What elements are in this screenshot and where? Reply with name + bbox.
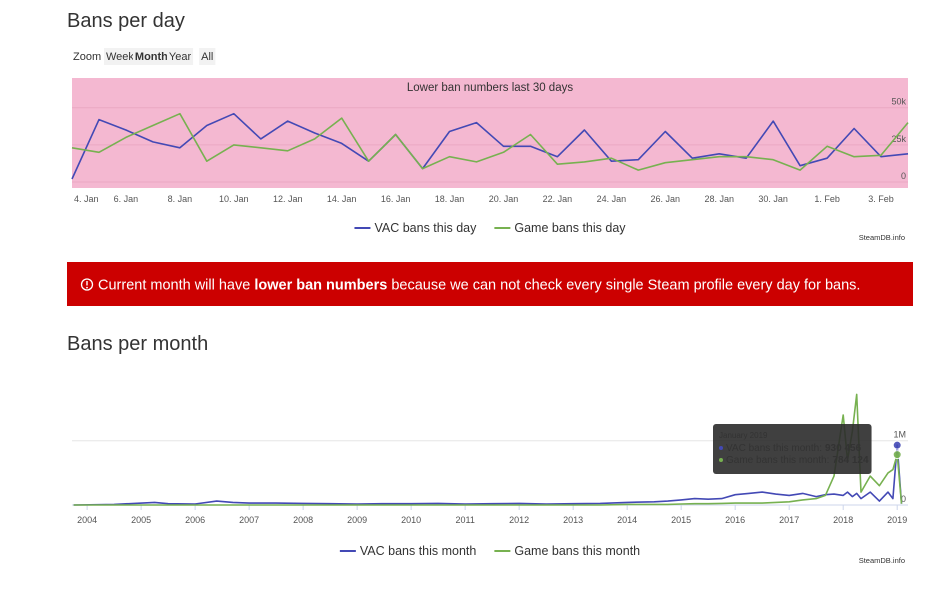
y-tick-label: 1M (893, 430, 906, 440)
notice-icon (80, 278, 94, 291)
x-tick-label: 6. Jan (114, 194, 139, 204)
data-line (71, 112, 909, 171)
x-tick-label: 16. Jan (381, 194, 411, 204)
hover-point (892, 450, 902, 460)
zoom-button-bg (132, 48, 170, 65)
y-tick-label: 25k (891, 134, 906, 144)
tooltip-value: 784 124 (832, 455, 869, 466)
x-tick-label: 2008 (293, 515, 313, 525)
x-tick-label: 24. Jan (597, 194, 627, 204)
section-title: Bans per day (67, 10, 185, 32)
x-tick-label: 30. Jan (758, 194, 788, 204)
x-tick-label: 2006 (185, 515, 205, 525)
zoom-button-bg (104, 48, 136, 65)
x-tick-label: 2013 (563, 515, 583, 525)
tooltip-title: January 2019 (719, 431, 768, 440)
x-tick-label: 2005 (131, 515, 151, 525)
legend-label[interactable]: VAC bans this month (360, 544, 477, 558)
x-tick-label: 3. Feb (868, 194, 894, 204)
x-tick-label: 22. Jan (543, 194, 573, 204)
tooltip: January 2019 VAC bans this month: 930 456G… (713, 424, 872, 474)
y-tick-label: 0 (901, 494, 906, 504)
y-tick-label: 0 (901, 171, 906, 181)
x-tick-label: 2009 (347, 515, 367, 525)
y-tick-label: 50k (891, 97, 906, 107)
tooltip-marker (719, 446, 723, 450)
zoom-button[interactable]: All (201, 51, 213, 63)
legend: VAC bans this day Game bans this day (354, 221, 626, 235)
x-tick-label: 2007 (239, 515, 259, 525)
zoom-label: Zoom (73, 51, 101, 63)
tooltip-box (713, 424, 872, 474)
x-tick-label: 26. Jan (651, 194, 681, 204)
notice-text: Current month will have lower ban number… (98, 278, 860, 294)
zoom-button[interactable]: Week (106, 51, 134, 63)
x-tick-label: 10. Jan (219, 194, 249, 204)
data-line (71, 112, 909, 180)
x-tick-label: 8. Jan (168, 194, 193, 204)
notice-bar (67, 262, 913, 306)
x-tick-label: 14. Jan (327, 194, 357, 204)
x-tick-label: 20. Jan (489, 194, 519, 204)
x-tick-label: 2015 (671, 515, 691, 525)
hover-point (892, 440, 902, 450)
x-tick-label: 2012 (509, 515, 529, 525)
zoom-button-bg (166, 48, 194, 65)
x-tick-label: 2010 (401, 515, 421, 525)
x-tick-label: 2017 (779, 515, 799, 525)
notice-emphasis: lower ban numbers (254, 278, 387, 294)
tooltip-name: Game bans this month: (726, 455, 829, 466)
zoom-button[interactable]: Month (135, 51, 168, 63)
credit: SteamDB.info (859, 233, 905, 242)
tooltip-value: 930 456 (825, 443, 862, 454)
notice-part: because we can not check every single St… (387, 278, 860, 294)
plot-background (72, 78, 908, 188)
x-tick-label: 2019 (887, 515, 907, 525)
x-tick-label: 2016 (725, 515, 745, 525)
legend-label[interactable]: Game bans this month (514, 544, 640, 558)
x-tick-label: 2018 (833, 515, 853, 525)
legend-label[interactable]: VAC bans this day (374, 221, 477, 235)
chart-title: Lower ban numbers last 30 days (407, 82, 573, 94)
data-line (73, 444, 903, 506)
x-tick-label: 1. Feb (814, 194, 840, 204)
credit: SteamDB.info (859, 556, 905, 565)
legend-label[interactable]: Game bans this day (514, 221, 626, 235)
zoom-button-bg (199, 48, 216, 65)
x-tick-label: 18. Jan (435, 194, 465, 204)
tooltip-name: VAC bans this month: (726, 443, 822, 454)
x-tick-label: 28. Jan (704, 194, 734, 204)
x-tick-label: 12. Jan (273, 194, 303, 204)
section-title: Bans per month (67, 333, 208, 355)
legend: VAC bans this month Game bans this month (339, 544, 640, 558)
zoom-button[interactable]: Year (169, 51, 192, 63)
x-tick-label: 2004 (77, 515, 97, 525)
x-tick-label: 4. Jan (74, 194, 99, 204)
x-tick-label: 2014 (617, 515, 637, 525)
notice-part: Current month will have (98, 278, 254, 294)
tooltip-marker (719, 458, 723, 462)
x-tick-label: 2011 (455, 515, 474, 525)
